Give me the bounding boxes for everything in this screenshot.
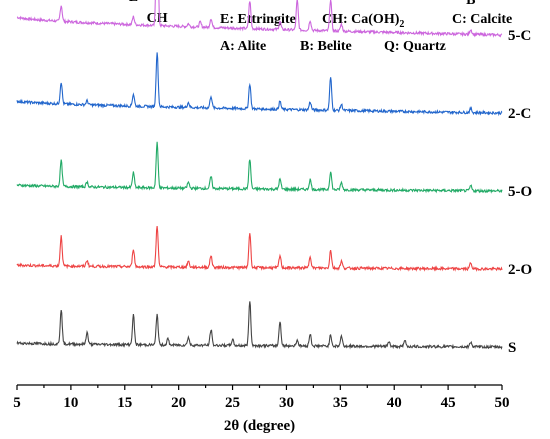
legend: E: Ettringite CH: Ca(OH)2 C: Calcite A: Ali… <box>220 12 512 54</box>
x-tick-label-50: 50 <box>495 395 510 411</box>
series-label-2-c: 2-C <box>508 106 531 122</box>
series-label-5-o: 5-O <box>508 184 532 200</box>
series-line-5-c <box>16 0 503 38</box>
x-tick-label-10: 10 <box>63 395 78 411</box>
series-labels: 5-C 2-C 5-O 2-O S <box>508 28 532 356</box>
series-label-5-c: 5-C <box>508 28 531 44</box>
x-tick-label-5: 5 <box>13 395 21 411</box>
series-line-s <box>16 301 503 350</box>
x-tick-label-40: 40 <box>387 395 402 411</box>
x-tick-label-30: 30 <box>279 395 294 411</box>
legend-entry-1-0: A: Alite <box>220 39 266 54</box>
peak-labels: EECHCQA+BCHB <box>129 0 476 26</box>
x-axis-title: 2θ (degree) <box>224 418 295 434</box>
x-tick-label-35: 35 <box>333 395 348 411</box>
peak-label-7: B <box>466 0 475 8</box>
peak-label-1: E <box>129 0 138 5</box>
series-group <box>16 0 503 350</box>
legend-entry-0-0: E: Ettringite <box>220 12 296 27</box>
legend-entry-1-2: Q: Quartz <box>384 39 446 54</box>
x-tick-label-45: 45 <box>441 395 456 411</box>
peak-label-2: CH <box>147 11 168 26</box>
x-tick-label-20: 20 <box>171 395 186 411</box>
legend-entry-0-2: C: Calcite <box>452 12 512 27</box>
series-label-2-o: 2-O <box>508 262 532 278</box>
x-tick-label-15: 15 <box>117 395 132 411</box>
legend-entry-1-1: B: Belite <box>300 39 352 54</box>
series-label-s: S <box>508 340 516 356</box>
peak-label-3: C <box>206 0 216 4</box>
series-line-5-o <box>16 141 503 194</box>
legend-entry-0-1: CH: Ca(OH)2 <box>322 12 404 30</box>
x-axis: 5 10 15 20 25 30 35 40 45 50 <box>13 384 510 411</box>
series-line-2-o <box>16 225 503 272</box>
x-tick-label-25: 25 <box>225 395 240 411</box>
series-line-2-c <box>16 52 503 117</box>
